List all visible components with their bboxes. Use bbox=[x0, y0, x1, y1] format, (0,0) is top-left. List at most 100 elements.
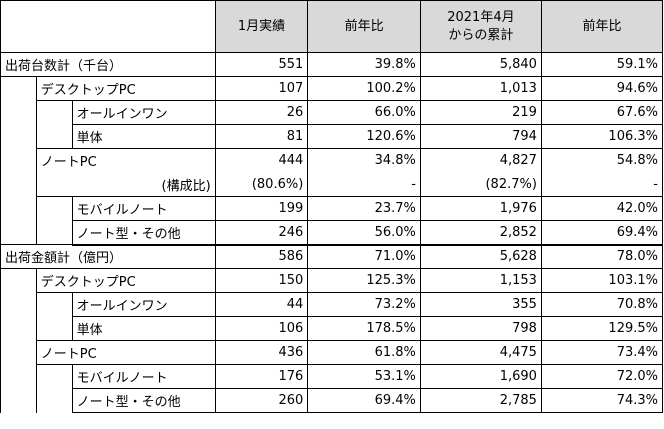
header-cumulative-line2: からの累計 bbox=[448, 27, 514, 43]
table-row: モバイルノート 176 53.1% 1,690 72.0% bbox=[1, 364, 664, 413]
cell-cumulative: 5,628 bbox=[419, 244, 542, 269]
cell-yoy-cumulative: 94.6% bbox=[540, 76, 664, 101]
cell-yoy-cumulative: 73.4% bbox=[540, 340, 664, 365]
row-label: ノート型・その他 bbox=[71, 388, 216, 413]
row-label: (構成比) bbox=[35, 172, 216, 197]
header-row: 1月実績 前年比 2021年4月 からの累計 前年比 bbox=[0, 0, 664, 53]
table-row: デスクトップPC 150 125.3% 1,153 103.1% bbox=[0, 268, 664, 413]
table-row: オールインワン 44 73.2% 355 70.8% bbox=[1, 292, 664, 341]
table-row: ノートPC 444 34.8% 4,827 54.8% bbox=[1, 148, 664, 173]
cell-yoy-monthly: 56.0% bbox=[307, 220, 421, 246]
cell-yoy-cumulative: 69.4% bbox=[540, 220, 664, 246]
cell-yoy-monthly: 61.8% bbox=[307, 340, 421, 365]
header-monthly-actual: 1月実績 bbox=[214, 0, 309, 53]
cell-monthly: 150 bbox=[214, 268, 309, 293]
row-label: 単体 bbox=[71, 316, 216, 341]
cell-yoy-monthly: 34.8% bbox=[307, 148, 421, 173]
cell-monthly: 436 bbox=[214, 340, 309, 365]
cell-yoy-cumulative: 70.8% bbox=[540, 292, 664, 317]
cell-monthly: 107 bbox=[214, 76, 309, 101]
cell-yoy-cumulative: - bbox=[540, 172, 664, 197]
cell-cumulative: 219 bbox=[419, 100, 542, 125]
cell-yoy-cumulative: 74.3% bbox=[540, 388, 664, 413]
row-label: ノート型・その他 bbox=[71, 220, 216, 246]
cell-yoy-monthly: 66.0% bbox=[307, 100, 421, 125]
cell-yoy-cumulative: 78.0% bbox=[540, 244, 664, 269]
cell-cumulative: 1,153 bbox=[419, 268, 542, 293]
cell-monthly: 176 bbox=[214, 364, 309, 389]
cell-cumulative: 1,690 bbox=[419, 364, 542, 389]
cell-monthly: 199 bbox=[214, 196, 309, 221]
cell-yoy-monthly: 69.4% bbox=[307, 388, 421, 413]
cell-yoy-monthly: 73.2% bbox=[307, 292, 421, 317]
cell-monthly: (80.6%) bbox=[214, 172, 309, 197]
cell-cumulative: 355 bbox=[419, 292, 542, 317]
cell-monthly: 260 bbox=[214, 388, 309, 413]
cell-yoy-monthly: 100.2% bbox=[307, 76, 421, 101]
indent-spacer bbox=[35, 196, 73, 245]
cell-yoy-monthly: 71.0% bbox=[307, 244, 421, 269]
cell-yoy-cumulative: 129.5% bbox=[540, 316, 664, 341]
indent-spacer bbox=[35, 364, 73, 413]
cell-cumulative: 798 bbox=[419, 316, 542, 341]
cell-yoy-cumulative: 54.8% bbox=[540, 148, 664, 173]
row-label: モバイルノート bbox=[71, 364, 216, 389]
row-label: 出荷台数計（千台） bbox=[0, 52, 216, 77]
cell-monthly: 586 bbox=[214, 244, 309, 269]
cell-cumulative: 2,852 bbox=[419, 220, 542, 246]
row-label: モバイルノート bbox=[71, 196, 216, 221]
table-row: モバイルノート 199 23.7% 1,976 42.0% bbox=[1, 196, 664, 245]
cell-yoy-cumulative: 59.1% bbox=[540, 52, 664, 77]
indent-spacer bbox=[35, 100, 73, 149]
cell-yoy-cumulative: 42.0% bbox=[540, 196, 664, 221]
cell-yoy-cumulative: 103.1% bbox=[540, 268, 664, 293]
row-label: オールインワン bbox=[71, 100, 216, 125]
cell-cumulative: 4,827 bbox=[419, 148, 542, 173]
cell-cumulative: 2,785 bbox=[419, 388, 542, 413]
row-label: 単体 bbox=[71, 124, 216, 149]
table-row: デスクトップPC 107 100.2% 1,013 94.6% bbox=[0, 76, 664, 245]
cell-yoy-cumulative: 72.0% bbox=[540, 364, 664, 389]
cell-monthly: 26 bbox=[214, 100, 309, 125]
table-row: 出荷台数計（千台） 551 39.8% 5,840 59.1% bbox=[0, 52, 664, 77]
table-row: (構成比) (80.6%) - (82.7%) - bbox=[1, 172, 664, 197]
cell-monthly: 246 bbox=[214, 220, 309, 246]
table-row: ノート型・その他 260 69.4% 2,785 74.3% bbox=[1, 388, 664, 413]
table-row: オールインワン 26 66.0% 219 67.6% bbox=[1, 100, 664, 149]
cell-cumulative: 5,840 bbox=[419, 52, 542, 77]
cell-monthly: 106 bbox=[214, 316, 309, 341]
cell-yoy-cumulative: 67.6% bbox=[540, 100, 664, 125]
table-row: ノートPC 436 61.8% 4,475 73.4% bbox=[1, 340, 664, 365]
row-label: ノートPC bbox=[35, 340, 216, 365]
cell-yoy-monthly: - bbox=[307, 172, 421, 197]
header-yoy-monthly: 前年比 bbox=[307, 0, 421, 53]
cell-cumulative: (82.7%) bbox=[419, 172, 542, 197]
cell-yoy-monthly: 178.5% bbox=[307, 316, 421, 341]
row-label: ノートPC bbox=[35, 148, 216, 173]
cell-cumulative: 1,013 bbox=[419, 76, 542, 101]
row-label: デスクトップPC bbox=[35, 268, 216, 293]
table-row: 単体 106 178.5% 798 129.5% bbox=[1, 316, 664, 341]
cell-monthly: 44 bbox=[214, 292, 309, 317]
cell-yoy-monthly: 23.7% bbox=[307, 196, 421, 221]
row-label: オールインワン bbox=[71, 292, 216, 317]
header-cumulative-line1: 2021年4月 bbox=[447, 9, 515, 25]
cell-yoy-monthly: 39.8% bbox=[307, 52, 421, 77]
cell-monthly: 551 bbox=[214, 52, 309, 77]
header-yoy-cumulative: 前年比 bbox=[540, 0, 664, 53]
cell-cumulative: 1,976 bbox=[419, 196, 542, 221]
row-label: デスクトップPC bbox=[35, 76, 216, 101]
indent-spacer bbox=[0, 268, 37, 413]
cell-cumulative: 4,475 bbox=[419, 340, 542, 365]
indent-spacer bbox=[0, 76, 37, 245]
table-row: 単体 81 120.6% 794 106.3% bbox=[1, 124, 664, 149]
table-row: ノート型・その他 246 56.0% 2,852 69.4% bbox=[1, 220, 664, 246]
cell-monthly: 444 bbox=[214, 148, 309, 173]
cell-yoy-monthly: 125.3% bbox=[307, 268, 421, 293]
cell-yoy-cumulative: 106.3% bbox=[540, 124, 664, 149]
header-cumulative: 2021年4月 からの累計 bbox=[419, 0, 542, 53]
shipment-stats-table: 1月実績 前年比 2021年4月 からの累計 前年比 出荷台数計（千台） 551… bbox=[0, 0, 664, 413]
row-label: 出荷金額計（億円） bbox=[0, 244, 216, 269]
table-row: 出荷金額計（億円） 586 71.0% 5,628 78.0% bbox=[0, 244, 664, 269]
cell-cumulative: 794 bbox=[419, 124, 542, 149]
